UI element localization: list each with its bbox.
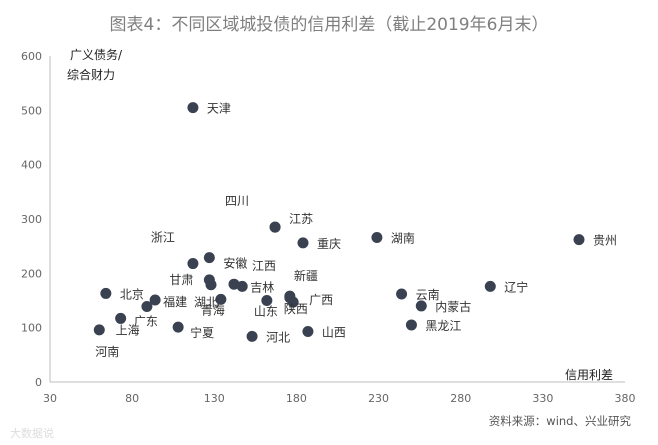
point-label: 宁夏: [190, 325, 214, 340]
data-point: [187, 102, 199, 114]
point-label: 内蒙古: [435, 299, 471, 314]
point-label: 河北: [266, 330, 290, 344]
axes: 0 100 200 300 400 500 600 30 80 130 180 230 280 330 38…: [21, 50, 636, 405]
data-point: [284, 292, 296, 304]
data-point: [297, 237, 309, 249]
y-axis-label-line2: 综合财力: [67, 67, 115, 82]
point-label: 江西: [252, 259, 276, 273]
y-tick-label: 0: [35, 376, 42, 389]
x-tick-label: 280: [450, 392, 471, 405]
point-label: 山西: [322, 325, 346, 339]
source-note: 资料来源：wind、兴业研究: [489, 414, 632, 428]
point-label: 吉林: [250, 280, 274, 294]
x-tick-label: 80: [125, 392, 139, 405]
x-tick-label: 30: [43, 392, 57, 405]
data-point: [405, 319, 417, 331]
point-label: 安徽: [223, 256, 247, 271]
data-point: [100, 287, 112, 299]
point-label: 湖南: [391, 230, 415, 245]
x-axis-label: 信用利差: [565, 368, 613, 382]
point-label: 陕西: [284, 301, 308, 316]
data-point: [187, 258, 199, 270]
data-point: [203, 252, 215, 264]
point-label: 河南: [95, 344, 119, 359]
data-point: [396, 288, 408, 300]
data-point: [261, 295, 273, 306]
data-point: [93, 324, 105, 336]
data-points: [93, 102, 585, 342]
point-label: 四川: [225, 194, 249, 208]
point-label: 青海: [201, 302, 225, 317]
point-label: 浙江: [151, 231, 175, 245]
y-tick-label: 400: [21, 159, 42, 172]
data-point: [205, 279, 217, 291]
point-label: 江苏: [289, 212, 313, 226]
point-label: 广东: [134, 314, 158, 328]
point-label: 福建: [163, 294, 187, 309]
y-tick-label: 100: [21, 322, 42, 335]
data-point: [246, 330, 258, 342]
y-tick-label: 500: [21, 104, 42, 117]
point-label: 甘肃: [169, 273, 193, 287]
data-point: [302, 325, 314, 337]
point-label: 黑龙江: [425, 319, 461, 333]
y-tick-label: 200: [21, 267, 42, 280]
y-axis-label-line1: 广义债务/: [70, 47, 123, 62]
x-tick-label: 130: [204, 392, 225, 405]
point-label: 重庆: [317, 237, 341, 251]
data-point: [149, 294, 161, 306]
data-point: [269, 221, 281, 233]
point-label: 北京: [120, 287, 144, 301]
y-tick-label: 300: [21, 213, 42, 226]
data-point: [573, 234, 585, 246]
data-point: [141, 300, 153, 312]
point-label: 上海: [116, 322, 140, 337]
x-tick-label: 180: [286, 392, 307, 405]
data-point: [236, 280, 248, 292]
y-tick-label: 600: [21, 50, 42, 63]
data-point: [484, 280, 496, 292]
x-tick-label: 330: [532, 392, 553, 405]
x-tick-label: 380: [615, 392, 636, 405]
data-point: [115, 312, 127, 324]
point-label: 贵州: [593, 234, 617, 248]
point-label: 云南: [416, 287, 440, 302]
data-point: [371, 231, 383, 243]
point-label: 山东: [254, 305, 278, 319]
data-point: [415, 300, 427, 312]
data-point: [172, 321, 184, 333]
x-tick-label: 230: [368, 392, 389, 405]
data-point: [215, 293, 227, 305]
chart-title: 图表4：不同区域城投债的信用利差（截止2019年6月末）: [109, 15, 549, 35]
point-label: 天津: [207, 102, 231, 116]
point-label: 湖北: [194, 295, 218, 310]
watermark: 大数据说: [10, 426, 54, 440]
point-label: 广西: [309, 293, 333, 307]
point-label: 新疆: [294, 268, 318, 283]
point-label: 辽宁: [504, 279, 528, 294]
